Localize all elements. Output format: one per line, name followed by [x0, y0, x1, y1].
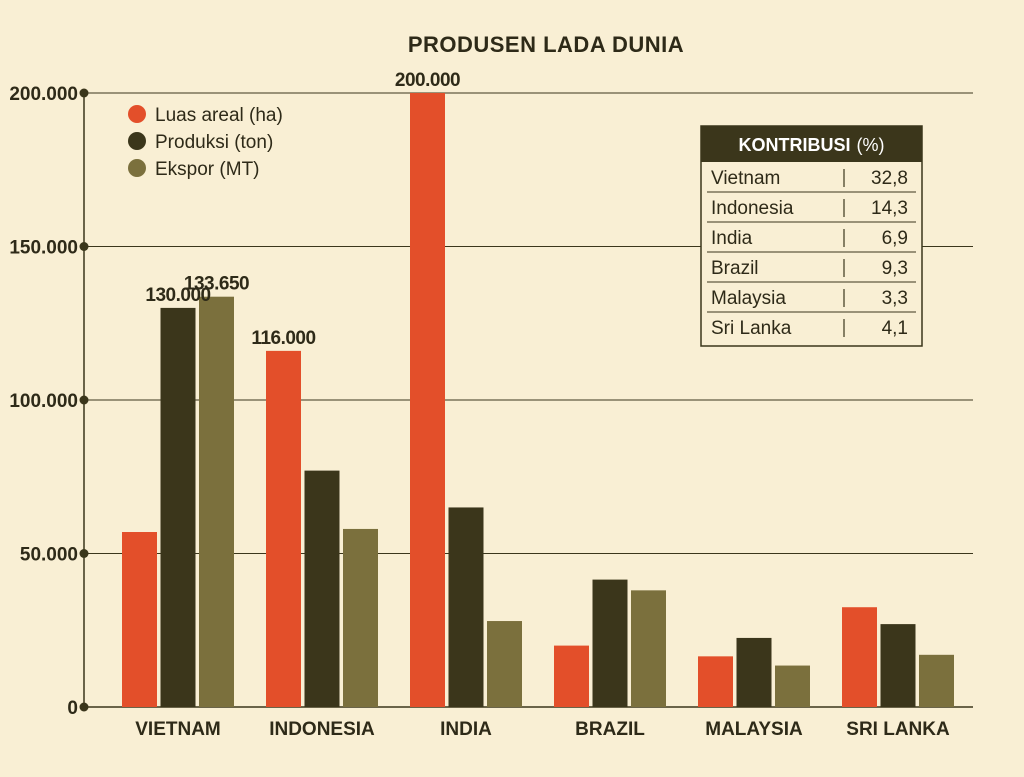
table-header: KONTRIBUSI (%): [739, 135, 885, 155]
bar-sri-lanka-luas-areal-ha: [842, 607, 877, 707]
x-tick-label-brazil: BRAZIL: [575, 719, 645, 740]
x-tick-labels: VIETNAM INDONESIA INDIA BRAZIL MALAYSIA SRI L…: [135, 719, 950, 740]
bar-indonesia-produksi-ton: [304, 470, 340, 707]
table-country-vietnam: Vietnam: [711, 168, 780, 189]
bar-vietnam-luas-areal-ha: [122, 532, 157, 707]
table-value-brazil: 9,3: [882, 258, 908, 279]
x-tick-label-malaysia: MALAYSIA: [705, 719, 803, 740]
data-label-vietnam-produksi-ton: 130.000: [145, 285, 210, 306]
bar-indonesia-ekspor-mt: [343, 528, 378, 707]
bar-vietnam-produksi-ton: [160, 307, 196, 707]
bar-brazil-produksi-ton: [592, 579, 628, 707]
contribution-table: KONTRIBUSI (%) Vietnam 32,8 Indonesia 14,3 Ind…: [700, 125, 923, 347]
table-country-india: India: [711, 228, 753, 249]
y-tick-label: 100.000: [9, 391, 78, 412]
table-value-malaysia: 3,3: [882, 288, 908, 309]
bar-malaysia-produksi-ton: [736, 637, 772, 707]
table-frame: [700, 125, 923, 347]
table-value-indonesia: 14,3: [871, 198, 908, 219]
y-tick-label: 150.000: [9, 238, 78, 259]
chart-title: PRODUSEN LADA DUNIA: [408, 32, 684, 57]
table-country-brazil: Brazil: [711, 258, 759, 279]
bar-brazil-ekspor-mt: [631, 590, 666, 707]
bar-malaysia-luas-areal-ha: [698, 656, 733, 707]
y-tick-label: 0: [67, 698, 78, 719]
legend-label-produksi-ton: Produksi (ton): [155, 132, 273, 153]
legend-label-luas-areal-ha: Luas areal (ha): [155, 105, 283, 126]
table-country-indonesia: Indonesia: [711, 198, 794, 219]
legend-label-ekspor-mt: Ekspor (MT): [155, 159, 260, 180]
gridlines: 0 50.000 100.000 150.000 200.000: [9, 84, 973, 719]
bar-sri-lanka-ekspor-mt: [919, 654, 954, 707]
data-label-india-luas-areal-ha: 200.000: [395, 70, 460, 91]
legend-swatch-luas-areal-ha: [128, 105, 146, 123]
bar-brazil-luas-areal-ha: [554, 645, 589, 707]
bar-sri-lanka-produksi-ton: [880, 624, 916, 707]
legend-swatch-produksi-ton: [128, 132, 146, 150]
table-country-malaysia: Malaysia: [711, 288, 786, 309]
table-header-bg: [701, 126, 922, 162]
data-label-indonesia-luas-areal-ha: 116.000: [251, 328, 315, 349]
x-tick-label-india: INDIA: [440, 719, 492, 740]
table-header-title: KONTRIBUSI: [739, 135, 851, 155]
bar-india-luas-areal-ha: [410, 93, 445, 707]
bar-vietnam-ekspor-mt: [199, 296, 234, 707]
bars: [122, 93, 954, 707]
table-value-sri-lanka: 4,1: [882, 318, 908, 339]
y-tick-label: 50.000: [20, 545, 78, 566]
x-tick-label-sri-lanka: SRI LANKA: [846, 719, 950, 740]
table-value-vietnam: 32,8: [871, 168, 908, 189]
y-tick-label: 200.000: [9, 84, 78, 105]
bar-malaysia-ekspor-mt: [775, 665, 810, 707]
data-label-vietnam-ekspor-mt: 133.650: [184, 274, 249, 295]
table-value-india: 6,9: [882, 228, 908, 249]
legend-swatch-ekspor-mt: [128, 159, 146, 177]
x-tick-label-indonesia: INDONESIA: [269, 719, 375, 740]
bar-india-produksi-ton: [448, 507, 484, 707]
table-header-unit: (%): [857, 135, 885, 155]
bar-indonesia-luas-areal-ha: [266, 350, 301, 707]
x-tick-label-vietnam: VIETNAM: [135, 719, 221, 740]
bar-india-ekspor-mt: [487, 621, 522, 707]
legend: Luas areal (ha) Produksi (ton) Ekspor (MT): [128, 105, 283, 180]
table-country-sri-lanka: Sri Lanka: [711, 318, 792, 339]
